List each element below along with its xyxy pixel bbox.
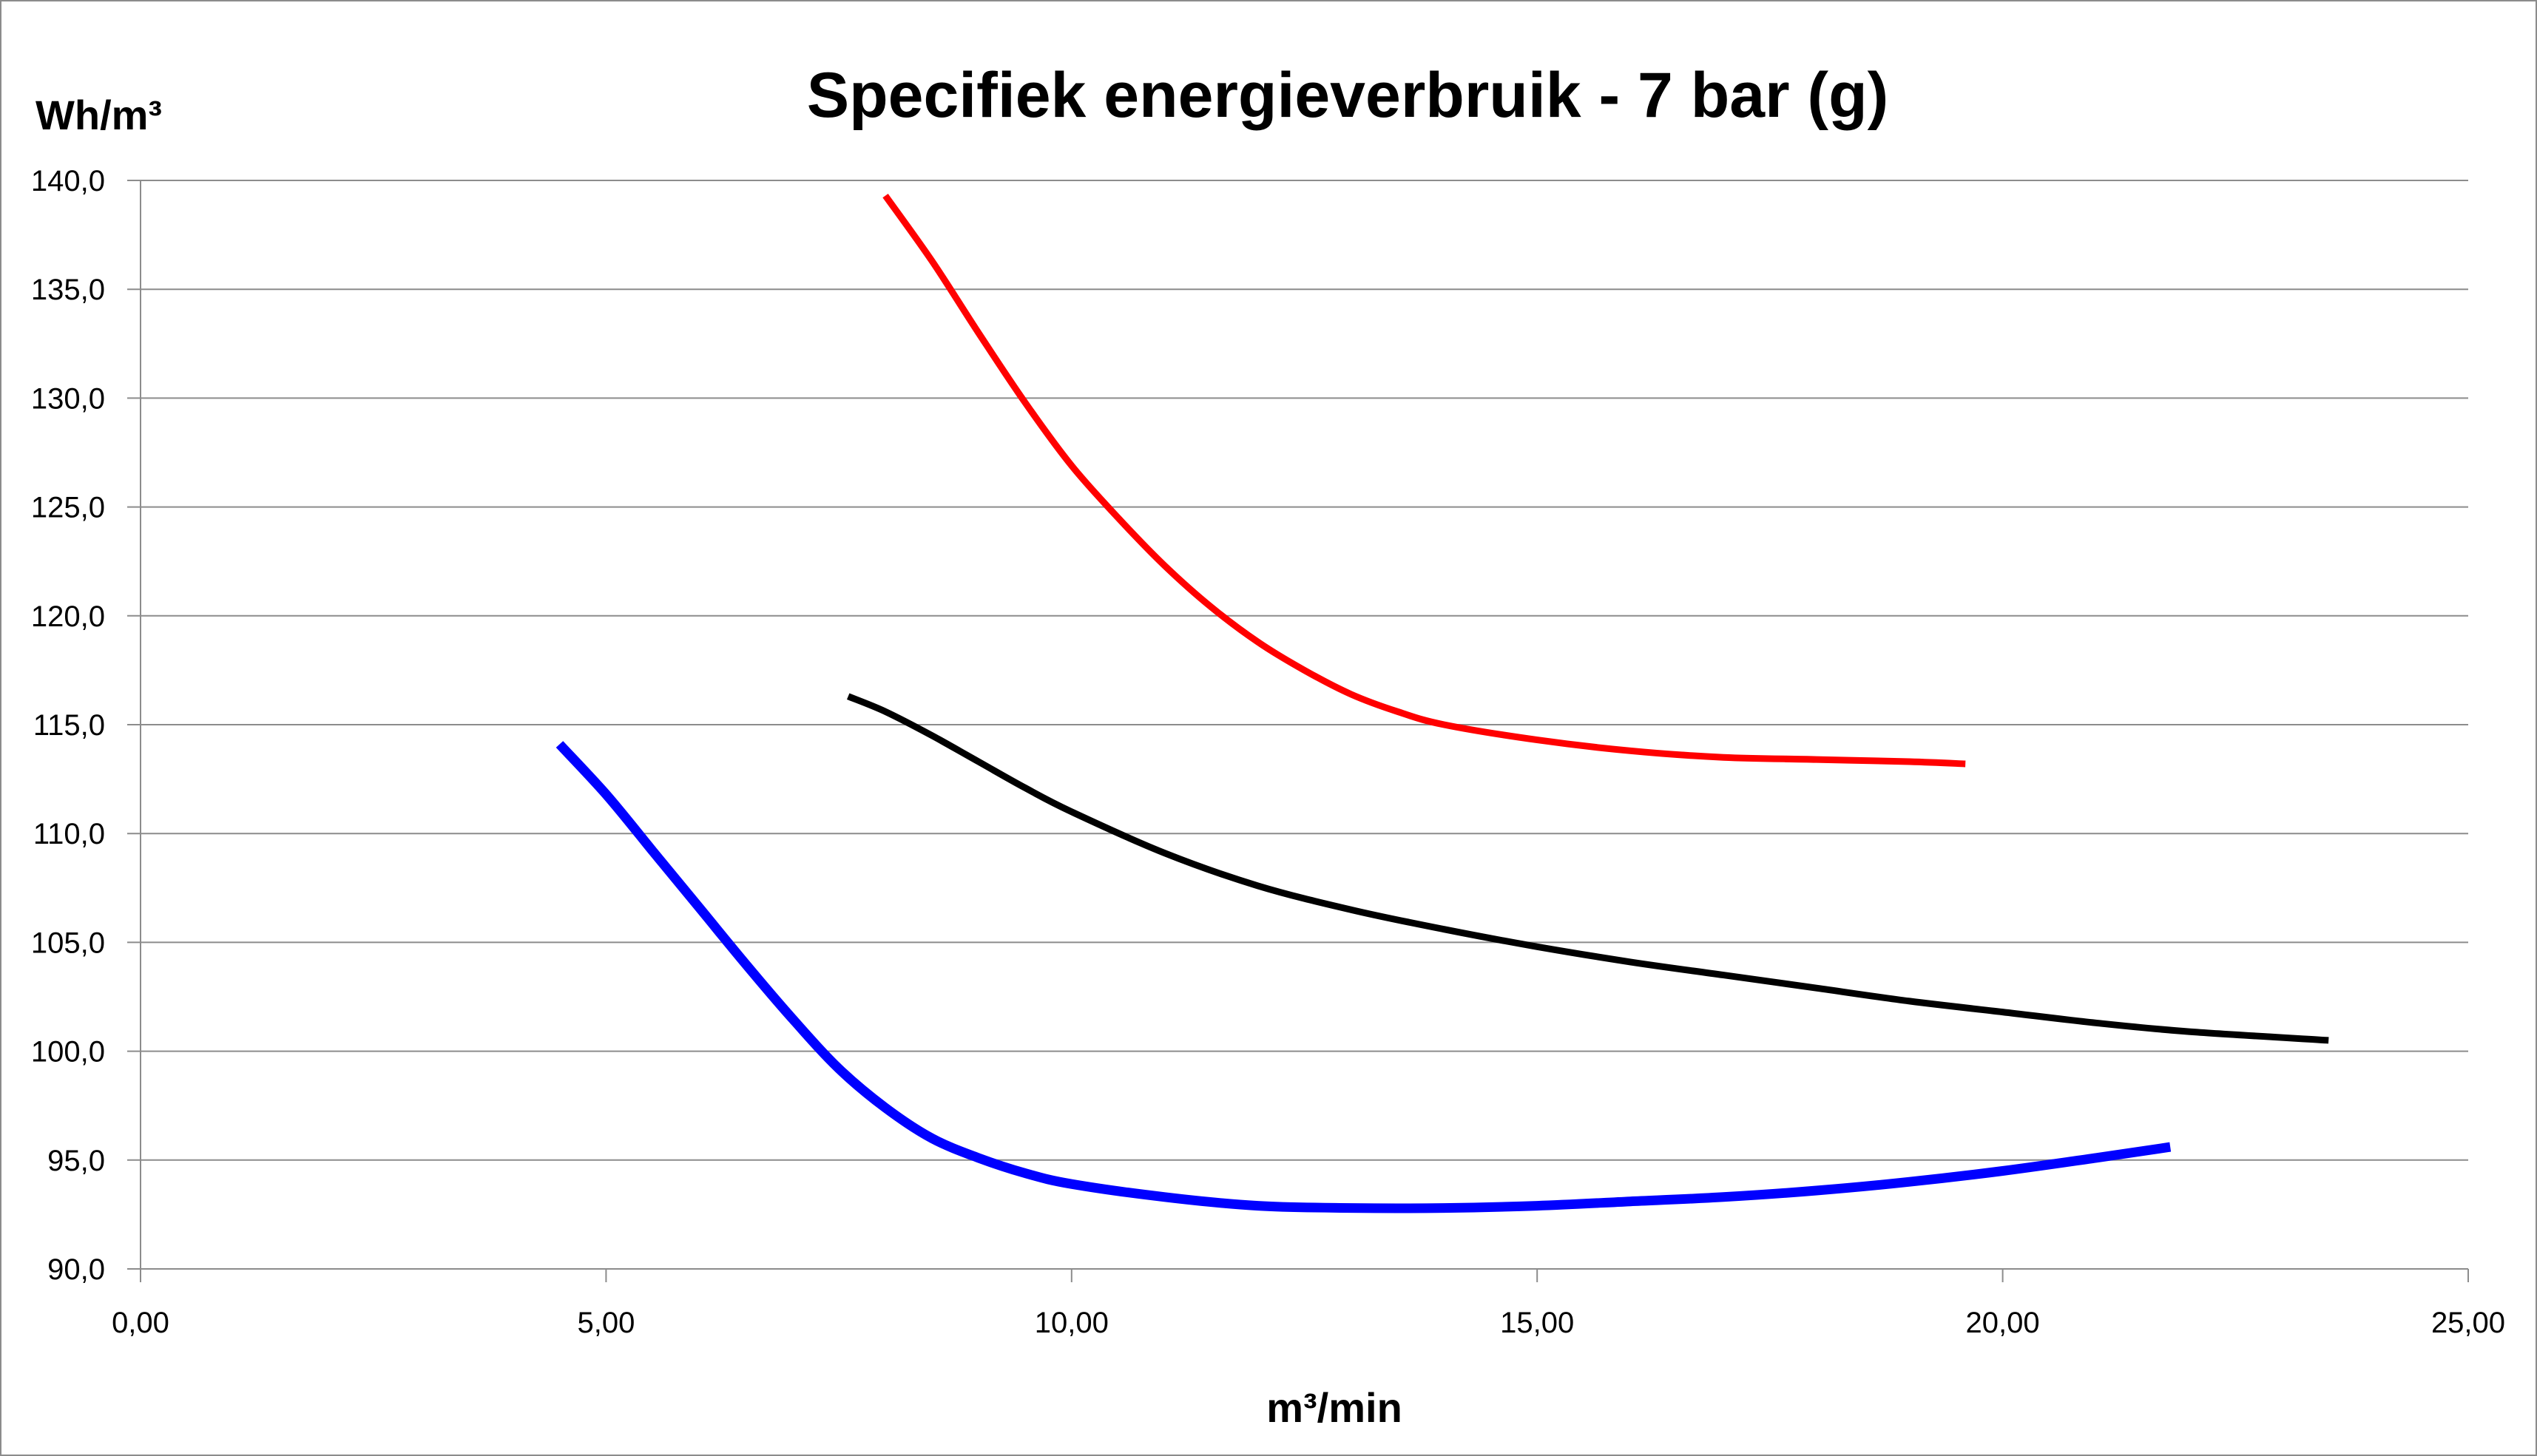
y-tick-label: 90,0 [47, 1253, 105, 1286]
y-tick-label: 125,0 [31, 492, 105, 524]
y-tick-label: 130,0 [31, 382, 105, 415]
axes [127, 180, 2469, 1282]
y-tick-label: 110,0 [33, 818, 105, 850]
chart-title: Specifiek energieverbruik - 7 bar (g) [807, 60, 1889, 131]
series-line-blue [555, 741, 2172, 1213]
y-tick-label: 100,0 [31, 1036, 105, 1069]
y-tick-label: 120,0 [31, 600, 105, 633]
y-axis-label: Wh/m³ [36, 92, 162, 138]
y-tick-label: 105,0 [31, 927, 105, 959]
y-tick-label: 135,0 [31, 274, 105, 306]
x-tick-label: 15,00 [1500, 1307, 1574, 1339]
y-tick-label: 95,0 [47, 1145, 105, 1177]
x-tick-label: 5,00 [577, 1307, 635, 1339]
series-lines [555, 193, 2329, 1213]
gridlines [141, 180, 2468, 1161]
x-tick-label: 10,00 [1035, 1307, 1109, 1339]
y-tick-label: 140,0 [31, 165, 105, 197]
x-tick-label: 0,00 [112, 1307, 169, 1339]
series-line-black [846, 693, 2329, 1044]
x-tick-label: 25,00 [2431, 1307, 2505, 1339]
tick-labels: 90,0 95,0 100,0 105,0 110,0 115,0 120,0 125,0 13… [31, 165, 2505, 1339]
x-tick-label: 20,00 [1966, 1307, 2040, 1339]
x-axis-label: m³/min [1266, 1384, 1402, 1431]
y-tick-label: 115,0 [33, 709, 105, 742]
series-line-red [882, 193, 1966, 768]
